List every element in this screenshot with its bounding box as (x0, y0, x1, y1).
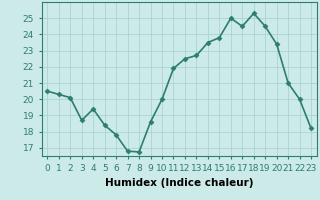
X-axis label: Humidex (Indice chaleur): Humidex (Indice chaleur) (105, 178, 253, 188)
